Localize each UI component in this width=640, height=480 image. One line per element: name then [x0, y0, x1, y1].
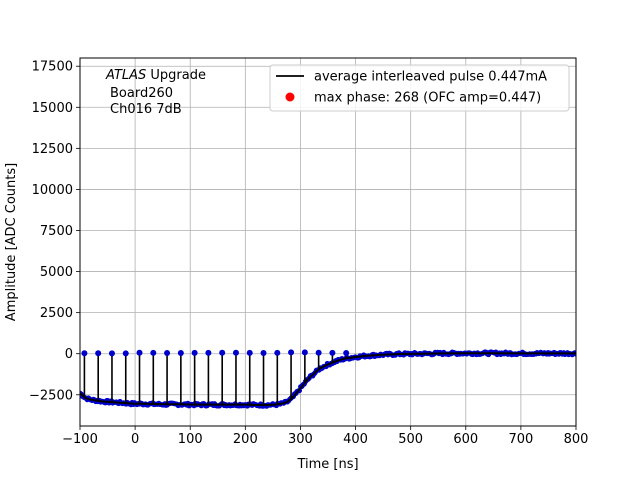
annotation-atlas: ATLAS	[105, 68, 146, 83]
stem-peak-point	[108, 350, 115, 357]
stem-peak-point	[81, 350, 88, 357]
legend-entry-max-phase: max phase: 268 (OFC amp=0.447)	[314, 91, 541, 106]
x-tick-label: 700	[508, 432, 533, 447]
annotation-line-2: Board260	[110, 86, 173, 101]
x-tick-label: 400	[343, 432, 368, 447]
stem-peak-point	[136, 349, 143, 356]
stem-peak-point	[329, 349, 336, 356]
stem-peak-point	[343, 350, 350, 357]
x-tick-label: 600	[453, 432, 478, 447]
y-tick-label: 2500	[40, 306, 73, 321]
y-axis-label: Amplitude [ADC Counts]	[4, 163, 19, 321]
y-tick-label: 17500	[32, 60, 73, 75]
stem-peak-point	[150, 349, 157, 356]
y-tick-label: 12500	[32, 142, 73, 157]
stem-peak-point	[274, 349, 281, 356]
stem-peak-point	[191, 349, 198, 356]
x-tick-label: 500	[398, 432, 423, 447]
y-tick-label: 15000	[32, 101, 73, 116]
x-tick-label: 300	[288, 432, 313, 447]
stem-peak-point	[177, 350, 184, 357]
x-tick-label: −100	[62, 432, 98, 447]
annotation-line-3: Ch016 7dB	[110, 102, 182, 117]
legend-box	[269, 64, 570, 112]
average-pulse-line	[80, 352, 576, 406]
stem-peak-point	[232, 349, 239, 356]
x-tick-label: 100	[178, 432, 203, 447]
x-tick-label: 800	[564, 432, 589, 447]
stem-peak-point	[246, 349, 253, 356]
axes-frame	[79, 57, 577, 427]
stem-peak-point	[122, 350, 129, 357]
stem-peak-point	[164, 350, 171, 357]
stem-peak-point	[205, 349, 212, 356]
stem-peak-point	[288, 349, 295, 356]
y-tick-label: 10000	[32, 183, 73, 198]
annotation-line-1: ATLAS Upgrade	[105, 68, 206, 83]
stem-peak-point	[95, 350, 102, 357]
annotation-text: ATLAS Upgrade Board260 Ch016 7dB	[105, 68, 206, 117]
y-tick-label: −2500	[29, 388, 73, 403]
plot-data	[80, 349, 576, 409]
stem-peak-point	[315, 349, 322, 356]
stem-peak-point	[301, 349, 308, 356]
annotation-upgrade: Upgrade	[146, 68, 206, 83]
y-tick-label: 5000	[40, 265, 73, 280]
legend-marker-swatch	[285, 92, 295, 102]
x-tick-label: 0	[131, 432, 139, 447]
x-tick-label: 200	[233, 432, 258, 447]
stem-peak-point	[219, 349, 226, 356]
x-axis-label: Time [ns]	[296, 457, 358, 472]
axis-ticks: −100 0 100 200 300 400 500 600 700 800 −2500 0 2500 5…	[29, 60, 588, 447]
y-tick-label: 0	[65, 347, 73, 362]
stem-peak-point	[260, 350, 267, 357]
y-tick-label: 7500	[40, 224, 73, 239]
legend-entry-pulse: average interleaved pulse 0.447mA	[314, 70, 547, 85]
legend: average interleaved pulse 0.447mA max ph…	[269, 64, 570, 112]
